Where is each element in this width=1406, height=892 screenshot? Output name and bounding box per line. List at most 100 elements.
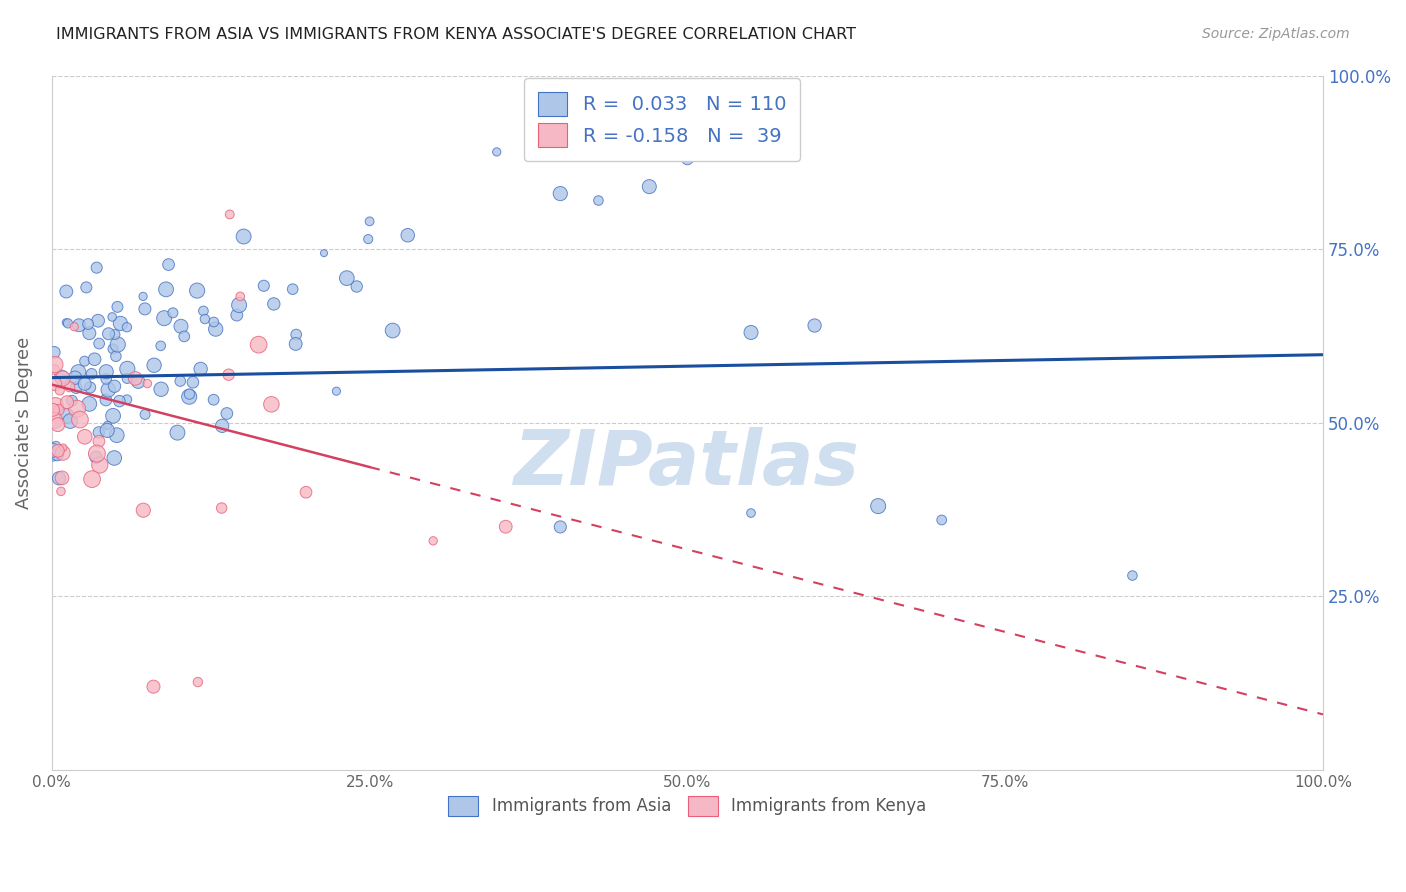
Point xyxy=(166,425,188,440)
Point xyxy=(588,194,610,208)
Point xyxy=(228,298,250,312)
Point xyxy=(225,308,247,322)
Point xyxy=(803,318,825,333)
Point xyxy=(346,279,368,293)
Point xyxy=(132,289,155,303)
Point xyxy=(117,362,139,376)
Point xyxy=(295,485,318,500)
Point xyxy=(325,384,347,399)
Point xyxy=(157,258,180,272)
Point xyxy=(202,315,225,329)
Point xyxy=(63,319,86,334)
Point xyxy=(108,394,131,409)
Point xyxy=(281,282,304,296)
Point xyxy=(79,380,101,394)
Point xyxy=(45,439,67,453)
Point xyxy=(73,354,96,368)
Legend: Immigrants from Asia, Immigrants from Kenya: Immigrants from Asia, Immigrants from Ke… xyxy=(440,787,935,824)
Point xyxy=(155,282,177,296)
Point xyxy=(86,447,108,461)
Point xyxy=(97,383,120,397)
Point xyxy=(97,418,120,433)
Point xyxy=(59,380,82,394)
Text: IMMIGRANTS FROM ASIA VS IMMIGRANTS FROM KENYA ASSOCIATE'S DEGREE CORRELATION CHA: IMMIGRANTS FROM ASIA VS IMMIGRANTS FROM … xyxy=(56,27,856,42)
Point xyxy=(52,371,75,385)
Point xyxy=(73,430,96,444)
Point xyxy=(260,397,283,411)
Point xyxy=(96,423,118,437)
Point xyxy=(46,417,69,432)
Point xyxy=(80,472,103,486)
Point xyxy=(127,375,149,389)
Point xyxy=(187,675,209,690)
Point xyxy=(110,317,132,331)
Point xyxy=(56,395,79,409)
Point xyxy=(55,285,77,299)
Point xyxy=(284,337,307,351)
Point xyxy=(190,362,212,376)
Point xyxy=(55,409,77,423)
Point xyxy=(136,376,159,391)
Point xyxy=(80,367,103,381)
Point xyxy=(115,371,138,385)
Point xyxy=(94,392,117,407)
Point xyxy=(87,314,110,328)
Point xyxy=(204,322,226,336)
Point xyxy=(45,399,67,413)
Point xyxy=(229,289,252,303)
Point xyxy=(44,377,66,392)
Point xyxy=(56,317,79,331)
Point xyxy=(104,327,127,342)
Point xyxy=(115,392,138,407)
Point xyxy=(44,362,66,376)
Point xyxy=(312,246,335,260)
Point xyxy=(169,374,191,388)
Point xyxy=(101,310,124,324)
Point xyxy=(170,319,193,334)
Point xyxy=(44,345,66,359)
Point xyxy=(48,471,70,485)
Point xyxy=(132,503,155,517)
Point xyxy=(75,280,97,294)
Point xyxy=(142,680,165,694)
Point xyxy=(550,520,572,534)
Point xyxy=(42,402,65,417)
Point xyxy=(211,418,233,433)
Point xyxy=(218,368,240,382)
Point xyxy=(42,448,65,462)
Point xyxy=(84,450,107,465)
Point xyxy=(495,519,517,533)
Point xyxy=(124,371,146,385)
Point xyxy=(215,407,238,421)
Point xyxy=(96,372,118,386)
Point xyxy=(134,301,156,316)
Point xyxy=(77,317,100,331)
Point xyxy=(202,392,225,407)
Point xyxy=(253,278,276,293)
Point xyxy=(46,448,69,462)
Point xyxy=(87,434,110,449)
Point xyxy=(181,376,204,390)
Point xyxy=(67,365,90,379)
Point xyxy=(51,471,73,485)
Point xyxy=(49,384,72,398)
Point xyxy=(638,179,661,194)
Point xyxy=(101,409,124,423)
Point xyxy=(211,501,233,516)
Point xyxy=(79,326,101,341)
Point xyxy=(194,312,217,326)
Point xyxy=(173,329,195,343)
Point xyxy=(422,533,444,548)
Point xyxy=(52,441,75,455)
Point xyxy=(381,324,404,338)
Point xyxy=(103,379,125,393)
Point xyxy=(121,372,143,386)
Point xyxy=(150,382,173,396)
Point xyxy=(359,214,381,228)
Point xyxy=(396,228,419,243)
Point xyxy=(676,152,699,166)
Point xyxy=(263,297,285,311)
Point xyxy=(740,506,762,520)
Point xyxy=(550,186,572,201)
Point xyxy=(115,320,138,334)
